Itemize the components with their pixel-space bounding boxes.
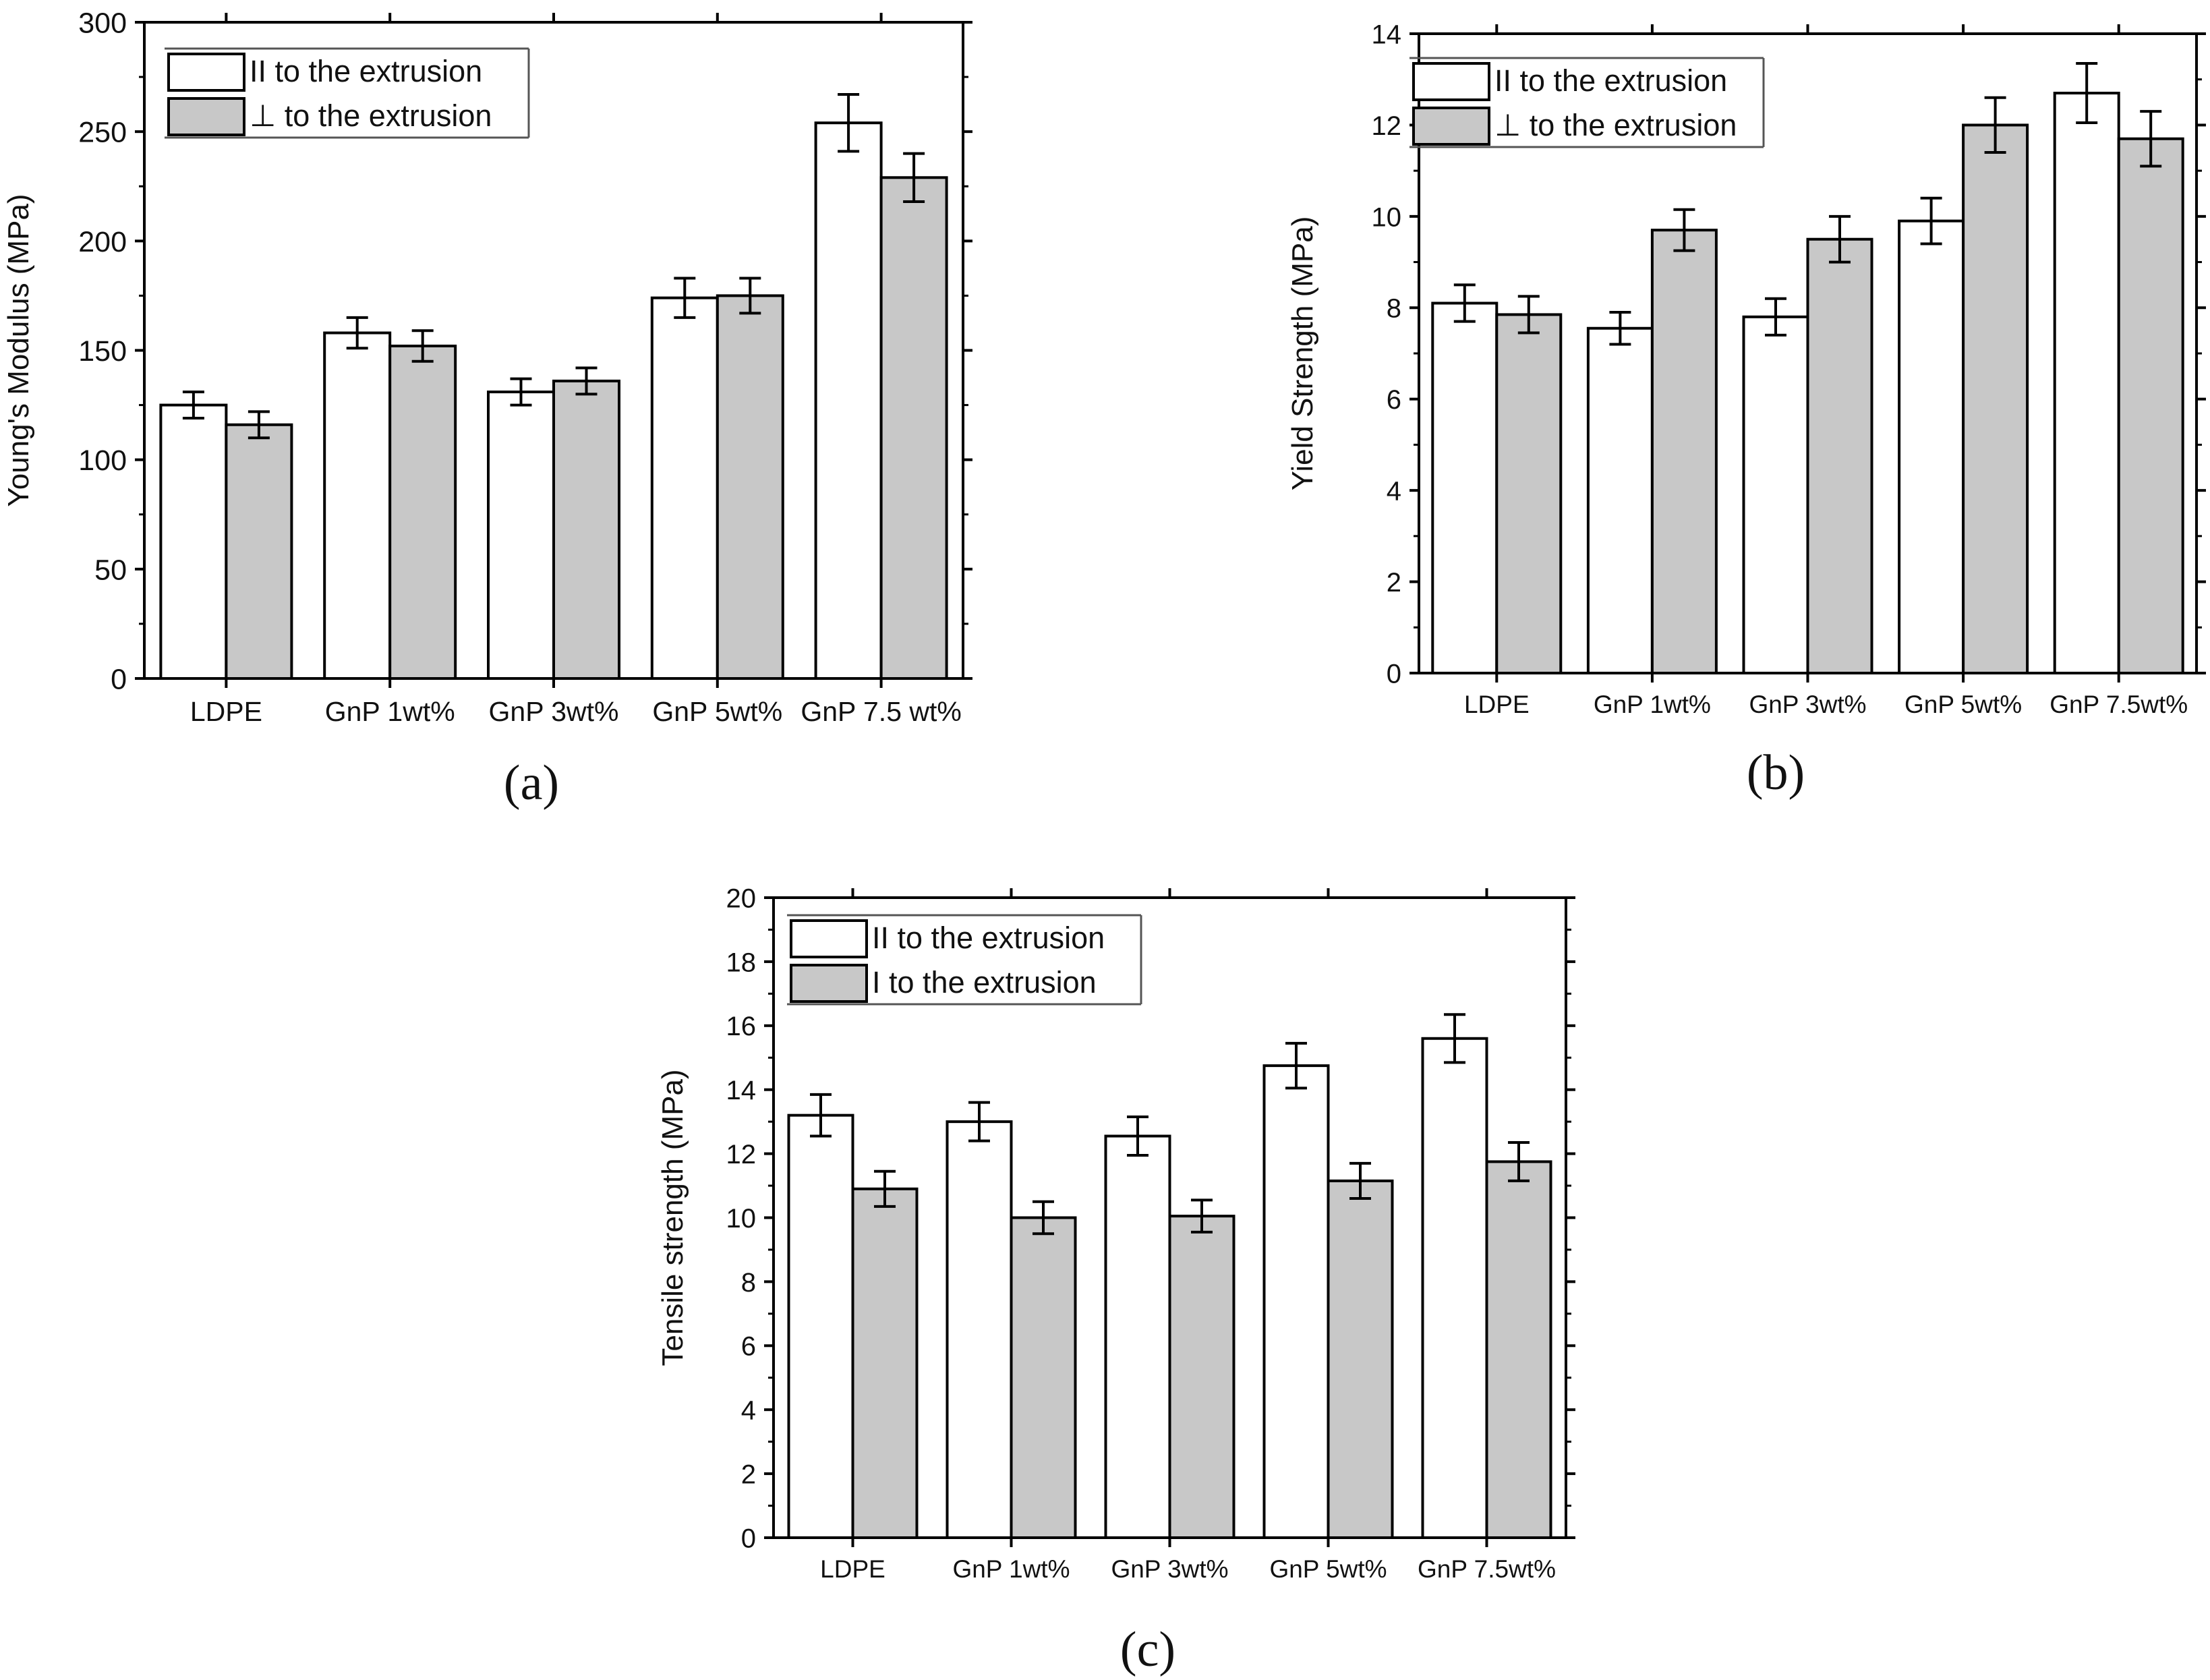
bar-parallel-4 xyxy=(814,121,883,680)
x-category-label-4: GnP 7.5wt% xyxy=(1418,1555,1556,1583)
bar-parallel-1 xyxy=(323,331,392,680)
y-tick-label-5: 10 xyxy=(726,1204,757,1234)
y-tick-label-0: 0 xyxy=(111,663,127,695)
x-category-label-2: GnP 3wt% xyxy=(1111,1555,1228,1583)
legend-swatch-1 xyxy=(1412,107,1490,146)
y-tick-label-1: 2 xyxy=(741,1460,756,1490)
y-tick-label-6: 12 xyxy=(726,1140,757,1169)
x-category-label-1: GnP 1wt% xyxy=(325,696,455,727)
y-tick-label-8: 16 xyxy=(726,1012,757,1041)
bar-parallel-2 xyxy=(1742,315,1809,675)
chart-youngs-modulus: 0 50 100 150 200 250 300 LDPE GnP 1wt% GnP 3wt% Gn… xyxy=(2,7,972,727)
legend-swatch-0 xyxy=(167,53,245,92)
y-tick-label-7: 14 xyxy=(1372,20,1402,49)
bar-perpendicular-0 xyxy=(851,1187,919,1540)
legend-label-1: ⊥ to the extrusion xyxy=(1494,108,1737,142)
y-tick-label-3: 6 xyxy=(741,1332,756,1362)
legend-swatch-0 xyxy=(790,919,868,958)
y-tick-label-6: 12 xyxy=(1372,111,1402,141)
bar-perpendicular-4 xyxy=(2117,137,2184,674)
bar-parallel-3 xyxy=(650,296,719,680)
bar-parallel-4 xyxy=(2053,92,2120,674)
x-category-label-0: LDPE xyxy=(190,696,262,727)
legend-label-0: II to the extrusion xyxy=(1494,63,1727,98)
chart-tensile-strength: 0 2 4 6 8 10 12 14 16 18 20 LDPE GnP 1wt% GnP 3wt% GnP… xyxy=(656,884,1575,1583)
legend-swatch-1 xyxy=(790,964,868,1003)
y-tick-label-1: 50 xyxy=(94,554,127,586)
bar-perpendicular-0 xyxy=(225,423,293,680)
y-tick-label-2: 4 xyxy=(1387,477,1401,506)
bar-perpendicular-1 xyxy=(1010,1216,1077,1539)
bar-parallel-4 xyxy=(1421,1037,1488,1539)
bar-parallel-0 xyxy=(159,403,228,680)
panel-label-a: (a) xyxy=(504,755,559,811)
y-tick-label-9: 18 xyxy=(726,948,757,977)
y-axis-label: Tensile strength (MPa) xyxy=(656,1069,689,1366)
bar-parallel-0 xyxy=(1431,301,1499,674)
y-axis-label: Yield Strength (MPa) xyxy=(1286,216,1319,491)
panel-label-b: (b) xyxy=(1747,745,1805,801)
y-tick-label-2: 4 xyxy=(741,1396,756,1426)
x-category-label-3: GnP 5wt% xyxy=(1269,1555,1387,1583)
bar-perpendicular-4 xyxy=(1485,1160,1552,1539)
bar-perpendicular-3 xyxy=(716,294,784,680)
x-category-label-0: LDPE xyxy=(1464,691,1530,718)
bar-parallel-1 xyxy=(946,1120,1013,1539)
legend-swatch-0 xyxy=(1412,62,1490,101)
bar-parallel-0 xyxy=(787,1113,854,1540)
y-tick-label-7: 14 xyxy=(726,1076,757,1105)
legend-swatch-1 xyxy=(167,97,245,136)
x-category-label-0: LDPE xyxy=(820,1555,885,1583)
y-tick-label-5: 250 xyxy=(78,117,127,149)
bar-perpendicular-3 xyxy=(1327,1179,1394,1539)
x-category-label-3: GnP 5wt% xyxy=(1904,691,2022,718)
bar-perpendicular-4 xyxy=(879,176,948,680)
y-tick-label-0: 0 xyxy=(741,1524,756,1553)
y-tick-label-4: 8 xyxy=(1387,294,1401,324)
bar-perpendicular-3 xyxy=(1962,123,2029,674)
x-category-label-2: GnP 3wt% xyxy=(1749,691,1866,718)
x-category-label-2: GnP 3wt% xyxy=(489,696,619,727)
bar-perpendicular-0 xyxy=(1495,313,1563,674)
y-axis-label: Young's Modulus (MPa) xyxy=(2,194,35,506)
y-tick-label-10: 20 xyxy=(726,884,757,913)
bar-perpendicular-1 xyxy=(388,345,457,680)
bar-perpendicular-2 xyxy=(552,379,620,680)
legend-label-0: II to the extrusion xyxy=(872,921,1105,955)
bar-parallel-3 xyxy=(1898,219,1965,674)
y-tick-label-5: 10 xyxy=(1372,202,1402,232)
y-tick-label-3: 150 xyxy=(78,335,127,368)
bar-parallel-1 xyxy=(1586,326,1654,674)
panel-label-c: (c) xyxy=(1120,1622,1175,1677)
y-tick-label-3: 6 xyxy=(1387,385,1401,415)
legend-label-1: ⊥ to the extrusion xyxy=(250,98,492,133)
x-category-label-4: GnP 7.5 wt% xyxy=(801,696,962,727)
y-tick-label-4: 8 xyxy=(741,1268,756,1298)
bar-parallel-2 xyxy=(1104,1134,1171,1539)
y-tick-label-0: 0 xyxy=(1387,659,1401,689)
legend-label-1: I to the extrusion xyxy=(872,965,1097,1000)
x-category-label-1: GnP 1wt% xyxy=(952,1555,1070,1583)
y-tick-label-2: 100 xyxy=(78,444,127,477)
x-category-label-1: GnP 1wt% xyxy=(1594,691,1711,718)
bar-perpendicular-2 xyxy=(1806,237,1873,674)
y-tick-label-1: 2 xyxy=(1387,568,1401,598)
x-category-label-4: GnP 7.5wt% xyxy=(2049,691,2188,718)
y-tick-label-6: 300 xyxy=(78,7,127,39)
chart-yield-strength: 0 2 4 6 8 10 12 14 LDPE GnP 1wt% GnP 3wt% GnP 5wt% G… xyxy=(1286,20,2206,718)
legend-label-0: II to the extrusion xyxy=(250,54,482,88)
bar-perpendicular-1 xyxy=(1650,229,1718,674)
y-tick-label-4: 200 xyxy=(78,226,127,258)
bar-perpendicular-2 xyxy=(1168,1215,1235,1539)
bar-parallel-2 xyxy=(487,390,555,680)
x-category-label-3: GnP 5wt% xyxy=(652,696,782,727)
bar-parallel-3 xyxy=(1262,1064,1330,1540)
